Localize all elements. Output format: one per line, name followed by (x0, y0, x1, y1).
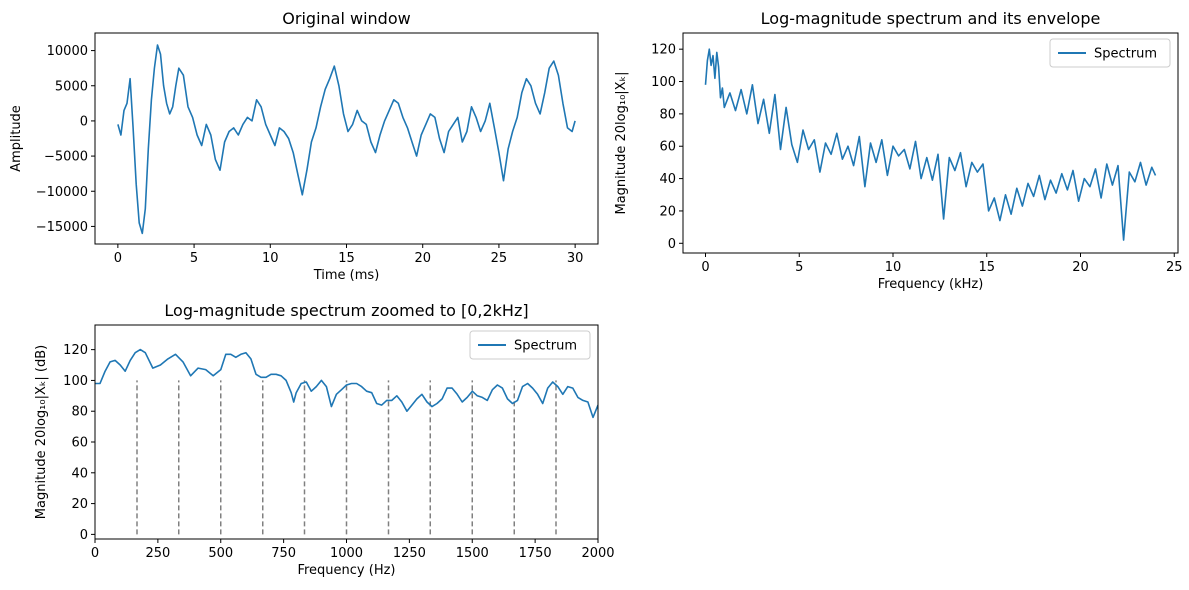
waveform-x-tick-label: 30 (567, 251, 584, 266)
waveform-y-tick-label: −15000 (36, 220, 88, 235)
waveform-x-tick-label: 15 (338, 251, 355, 266)
zoomed-spectrum-x-tick-label: 1000 (330, 546, 363, 561)
spectrum-x-tick-label: 15 (978, 260, 995, 275)
spectrum-y-tick-label: 40 (659, 172, 676, 187)
waveform-y-tick-label: −10000 (36, 185, 88, 200)
spectrum-x-axis-label: Frequency (kHz) (878, 277, 984, 292)
zoomed-spectrum-y-tick-label: 120 (63, 343, 88, 358)
waveform-y-tick-label: 5000 (55, 79, 88, 94)
waveform-x-tick-label: 5 (190, 251, 198, 266)
zoomed-spectrum-x-tick-label: 0 (91, 546, 99, 561)
waveform-chart: Original window Time (ms) Amplitude 0 5 10… (9, 9, 599, 283)
spectrum-y-tick-label: 80 (659, 107, 676, 122)
zoomed-spectrum-series-line (95, 348, 598, 419)
zoomed-spectrum-legend-label: Spectrum (514, 339, 577, 354)
zoomed-spectrum-x-tick-label: 750 (271, 546, 296, 561)
spectrum-x-tick-label: 0 (701, 260, 709, 275)
waveform-x-tick-label: 0 (114, 251, 122, 266)
zoomed-spectrum-y-tick-label: 80 (71, 405, 88, 420)
spectrum-x-tick-label: 20 (1072, 260, 1089, 275)
waveform-x-axis-label: Time (ms) (313, 268, 380, 283)
waveform-series-line (117, 44, 576, 235)
zoomed-spectrum-chart-title: Log-magnitude spectrum zoomed to [0,2kHz… (164, 301, 528, 320)
spectrum-legend: Spectrum (1049, 38, 1171, 68)
spectrum-y-tick-label: 20 (659, 204, 676, 219)
zoomed-spectrum-y-tick-label: 20 (71, 497, 88, 512)
zoomed-spectrum-x-axis-label: Frequency (Hz) (297, 563, 395, 578)
zoomed-spectrum-y-tick-label: 40 (71, 466, 88, 481)
zoomed-spectrum-y-tick-label: 60 (71, 436, 88, 451)
spectrum-x-tick-label: 10 (885, 260, 902, 275)
zoomed-spectrum-x-tick-label: 250 (145, 546, 170, 561)
waveform-axes-frame (94, 32, 599, 245)
waveform-y-tick-label: 0 (80, 114, 88, 129)
zoomed-spectrum-chart: Log-magnitude spectrum zoomed to [0,2kHz… (34, 301, 615, 578)
zoomed-spectrum-x-tick-label: 2000 (581, 546, 614, 561)
spectrum-series-line (704, 48, 1157, 241)
zoomed-spectrum-y-tick-label: 100 (63, 374, 88, 389)
spectrum-y-axis-label: Magnitude 20log₁₀|Xₖ| (614, 72, 629, 215)
waveform-x-tick-label: 25 (491, 251, 508, 266)
waveform-chart-title: Original window (282, 9, 410, 28)
zoomed-spectrum-x-tick-label: 1250 (393, 546, 426, 561)
zoomed-spectrum-y-axis-label: Magnitude 20log₁₀|Xₖ| (dB) (34, 345, 49, 519)
spectrum-y-tick-label: 100 (651, 75, 676, 90)
spectrum-chart-title: Log-magnitude spectrum and its envelope (761, 9, 1101, 28)
zoomed-spectrum-legend: Spectrum (469, 330, 591, 360)
waveform-x-tick-label: 10 (262, 251, 279, 266)
spectrum-y-tick-label: 120 (651, 43, 676, 58)
zoomed-spectrum-y-tick-label: 0 (80, 528, 88, 543)
zoomed-spectrum-x-tick-label: 1750 (519, 546, 552, 561)
waveform-y-tick-label: 10000 (47, 44, 88, 59)
spectrum-chart: Log-magnitude spectrum and its envelope … (614, 9, 1183, 292)
waveform-y-tick-label: −5000 (44, 150, 88, 165)
spectrum-axes-frame (682, 32, 1179, 254)
spectrum-legend-label: Spectrum (1094, 47, 1157, 62)
spectrum-x-tick-label: 25 (1166, 260, 1183, 275)
spectrum-y-tick-label: 0 (668, 237, 676, 252)
waveform-y-axis-label: Amplitude (9, 105, 24, 172)
spectrum-y-tick-label: 60 (659, 140, 676, 155)
zoomed-spectrum-x-tick-label: 500 (208, 546, 233, 561)
waveform-x-tick-label: 20 (414, 251, 431, 266)
spectrum-x-tick-label: 5 (795, 260, 803, 275)
zoomed-spectrum-x-tick-label: 1500 (456, 546, 489, 561)
